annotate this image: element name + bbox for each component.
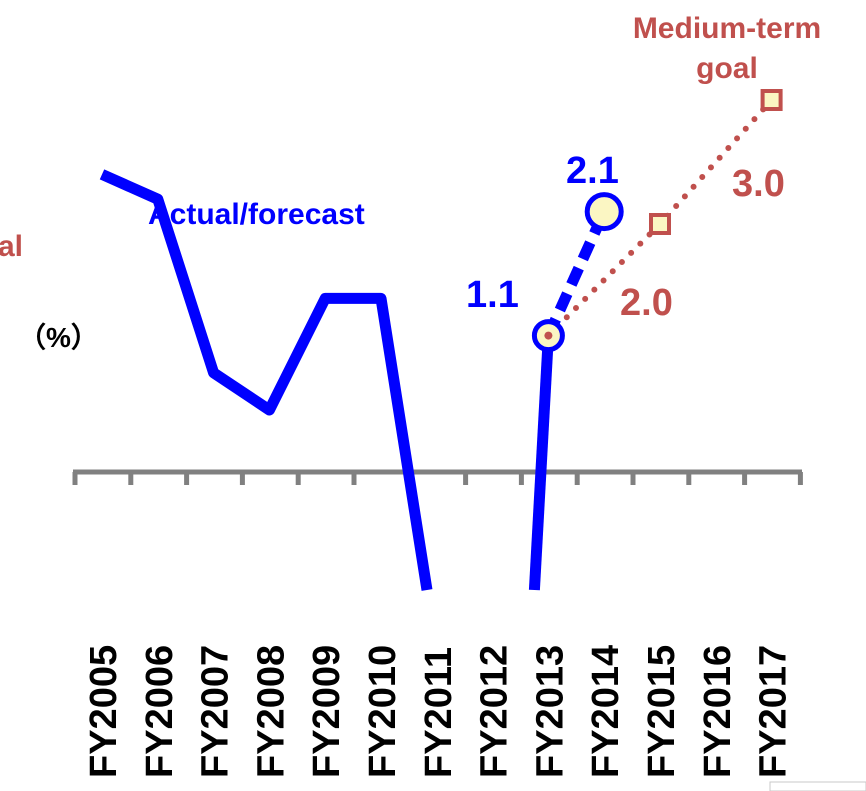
goal-marker-fy2017 bbox=[760, 89, 783, 111]
y-axis-label: （%） bbox=[18, 321, 99, 353]
x-tick-label: FY2015 bbox=[641, 645, 683, 778]
goal-value-label-fy2015: 2.0 bbox=[620, 282, 673, 324]
x-tick-label: FY2014 bbox=[585, 645, 627, 778]
series-group bbox=[99, 97, 775, 591]
forecast-dashed-line bbox=[543, 209, 610, 338]
goal-label-clipped: al bbox=[0, 230, 23, 263]
x-tick-label: FY2007 bbox=[195, 645, 237, 778]
value-label-fy2013: 1.1 bbox=[466, 274, 519, 316]
markers-group bbox=[531, 89, 783, 353]
marker-fy2014 bbox=[584, 192, 624, 232]
actual-line-fy2013 bbox=[528, 335, 554, 591]
x-tick-label: FY2006 bbox=[139, 645, 181, 778]
x-tick-label: FY2013 bbox=[529, 645, 571, 778]
x-tick-labels: FY2005 FY2006 FY2007 FY2008 FY2009 FY2010 FY20… bbox=[83, 645, 795, 778]
marker-fy2013-goal-dot bbox=[544, 331, 553, 340]
goal-label-line2: goal bbox=[696, 52, 758, 85]
corner-box bbox=[769, 781, 866, 791]
x-tick-label: FY2005 bbox=[83, 645, 125, 778]
x-axis bbox=[72, 469, 803, 485]
x-tick-label: FY2012 bbox=[474, 645, 516, 778]
goal-marker-fy2015 bbox=[649, 213, 671, 235]
x-tick-label: FY2008 bbox=[250, 645, 292, 778]
x-tick-label: FY2010 bbox=[362, 645, 404, 778]
x-tick-label: FY2017 bbox=[753, 645, 795, 778]
actual-line-fy2005-2010 bbox=[99, 169, 433, 591]
goal-value-label-fy2017: 3.0 bbox=[732, 163, 785, 205]
x-tick-label: FY2016 bbox=[697, 645, 739, 778]
actual-forecast-label: Actual/forecast bbox=[148, 198, 365, 231]
x-tick-label: FY2009 bbox=[306, 645, 348, 778]
goal-label-line1: Medium-term bbox=[633, 12, 821, 45]
value-label-fy2014: 2.1 bbox=[566, 150, 619, 192]
x-tick-label: FY2011 bbox=[418, 647, 460, 778]
